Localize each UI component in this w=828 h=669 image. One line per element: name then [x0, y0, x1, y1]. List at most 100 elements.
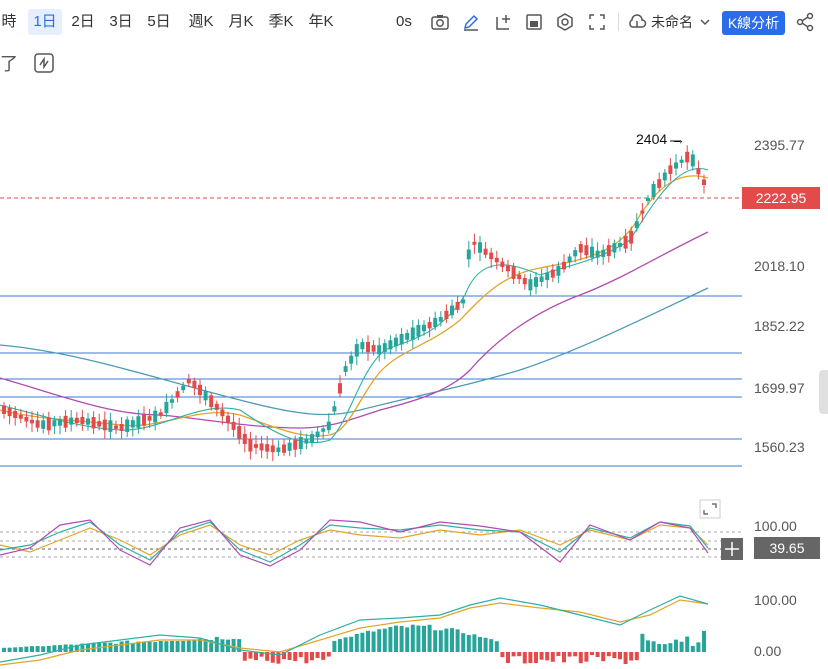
candle [394, 337, 398, 347]
candle [46, 417, 51, 431]
candle [69, 417, 74, 425]
histogram-bar [444, 628, 449, 652]
timeframe-quarter[interactable]: 季K [268, 13, 294, 30]
candle [562, 261, 566, 270]
candle [371, 345, 376, 352]
candle [573, 250, 578, 257]
histogram-bar [405, 627, 410, 652]
histogram-bar [668, 643, 673, 652]
timeframe-month[interactable]: 月K [228, 13, 254, 30]
template-icon[interactable] [524, 12, 544, 32]
histogram-bar [640, 633, 645, 652]
candle [298, 437, 303, 450]
histogram-bar [466, 634, 471, 652]
layout-name[interactable]: 未命名 [651, 14, 693, 30]
histogram-bar [590, 652, 594, 656]
refresh-icon[interactable] [33, 52, 55, 74]
add-indicator-icon[interactable] [494, 12, 514, 32]
candle [175, 391, 180, 398]
timeframe-year[interactable]: 年K [308, 13, 334, 30]
candle [349, 355, 354, 364]
candle [550, 269, 555, 278]
candle [679, 159, 684, 163]
share-icon[interactable] [795, 12, 815, 32]
candle [545, 272, 550, 281]
candle [2, 405, 6, 415]
pencil-icon[interactable] [461, 12, 481, 32]
histogram-bar [399, 626, 404, 652]
histogram-bar [265, 652, 270, 661]
timeframe-3d[interactable]: 3日 [109, 13, 133, 30]
histogram-bar [562, 652, 566, 663]
histogram-bar [86, 643, 90, 652]
candle [438, 317, 443, 322]
fullscreen-icon[interactable] [587, 12, 607, 32]
histogram-bar [192, 639, 197, 652]
histogram-bar [332, 640, 337, 652]
histogram-bar [483, 637, 488, 652]
histogram-bar [494, 641, 499, 652]
histogram-bar [360, 632, 365, 652]
histogram-bar [646, 640, 650, 652]
histogram-bar [455, 629, 460, 652]
histogram-bar [41, 646, 46, 652]
histogram-bar [186, 640, 191, 652]
timeframe-1d[interactable]: 1日 [28, 9, 62, 35]
candle [377, 345, 382, 355]
candle [164, 401, 169, 414]
chevron-down-icon[interactable] [698, 12, 712, 32]
histogram-bar [349, 636, 354, 652]
expand-icon[interactable] [699, 499, 721, 519]
candle [657, 179, 662, 188]
osc2-line-fast [0, 595, 709, 663]
candle [209, 395, 214, 408]
osc1-line-k [0, 524, 709, 556]
candle [265, 444, 270, 452]
candle [444, 310, 449, 319]
crosshair-add-icon[interactable] [721, 538, 743, 560]
candle [282, 444, 286, 453]
candle [640, 210, 645, 214]
price-chart[interactable] [0, 82, 828, 669]
camera-icon[interactable] [430, 12, 450, 32]
candle [287, 442, 292, 451]
timeframe-intraday[interactable]: 時 [1, 13, 17, 30]
histogram-bar [46, 645, 51, 652]
histogram-bar [74, 644, 79, 652]
price-label: 1560.23 [754, 439, 805, 455]
candle [158, 412, 163, 416]
candle [24, 416, 29, 422]
timeframe-5d[interactable]: 5日 [147, 13, 171, 30]
settings-icon[interactable] [555, 12, 575, 32]
candle [332, 406, 337, 412]
timeframe-2d[interactable]: 2日 [71, 13, 95, 30]
candle [539, 276, 544, 282]
secondary-toolbar: 了 [0, 44, 828, 82]
right-panel-toggle[interactable] [819, 370, 828, 414]
histogram-bar [702, 630, 706, 652]
candle [119, 424, 124, 431]
candle [483, 248, 488, 255]
candle [455, 301, 460, 310]
candle [18, 414, 23, 419]
candle [405, 332, 410, 340]
histogram-bar [259, 652, 264, 657]
histogram-bar [489, 639, 494, 652]
cloud-upload-icon[interactable] [627, 12, 647, 32]
histogram-bar [450, 628, 454, 652]
histogram-bar [550, 652, 555, 662]
histogram-bar [634, 652, 639, 661]
candle [584, 245, 589, 256]
candle [198, 384, 202, 396]
histogram-bar [674, 639, 678, 652]
osc2-top-label: 100.00 [754, 592, 797, 608]
candle [702, 179, 706, 185]
histogram-bar [366, 630, 370, 652]
candle [685, 151, 690, 163]
histogram-bar [287, 652, 292, 661]
histogram-bar [410, 624, 415, 652]
timeframe-week[interactable]: 週K [188, 13, 214, 30]
histogram-bar [164, 641, 169, 652]
interval-label[interactable]: 0s [396, 13, 412, 30]
kline-analysis-button[interactable]: K線分析 [722, 11, 785, 35]
